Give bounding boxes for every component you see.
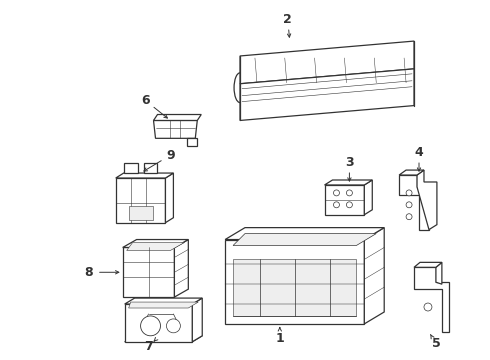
Text: 7: 7 <box>144 340 153 353</box>
Polygon shape <box>124 298 202 304</box>
Polygon shape <box>414 267 449 332</box>
Polygon shape <box>124 304 192 342</box>
Polygon shape <box>153 114 201 121</box>
Polygon shape <box>324 185 365 215</box>
Circle shape <box>334 190 340 196</box>
Polygon shape <box>153 121 197 138</box>
Polygon shape <box>365 228 384 324</box>
Polygon shape <box>116 178 166 223</box>
Polygon shape <box>240 41 414 84</box>
Polygon shape <box>122 247 174 297</box>
Polygon shape <box>129 302 198 308</box>
Circle shape <box>346 190 352 196</box>
Circle shape <box>334 202 340 208</box>
Text: 4: 4 <box>415 146 423 159</box>
Text: 8: 8 <box>85 266 93 279</box>
Polygon shape <box>233 234 376 246</box>
Text: 5: 5 <box>432 337 441 350</box>
Polygon shape <box>192 298 202 342</box>
Polygon shape <box>144 163 157 173</box>
Polygon shape <box>174 239 188 297</box>
Polygon shape <box>225 228 384 239</box>
Text: 9: 9 <box>166 149 175 162</box>
Polygon shape <box>436 262 442 284</box>
Circle shape <box>167 319 180 333</box>
Polygon shape <box>166 173 173 223</box>
Text: 6: 6 <box>141 94 150 107</box>
Circle shape <box>406 202 412 208</box>
Polygon shape <box>233 260 356 316</box>
Polygon shape <box>240 69 414 121</box>
Polygon shape <box>187 138 197 146</box>
Polygon shape <box>365 180 372 215</box>
Text: 2: 2 <box>283 13 292 26</box>
Circle shape <box>424 303 432 311</box>
Text: 3: 3 <box>345 156 354 168</box>
Text: 1: 1 <box>275 332 284 345</box>
Circle shape <box>141 316 161 336</box>
Circle shape <box>406 190 412 196</box>
Polygon shape <box>123 163 138 173</box>
Polygon shape <box>417 170 437 230</box>
Polygon shape <box>129 206 152 220</box>
Polygon shape <box>399 170 424 175</box>
Polygon shape <box>399 175 429 230</box>
Circle shape <box>406 214 412 220</box>
Polygon shape <box>116 173 173 178</box>
Polygon shape <box>127 243 184 251</box>
Polygon shape <box>225 239 365 324</box>
Polygon shape <box>414 262 442 267</box>
Circle shape <box>346 202 352 208</box>
Polygon shape <box>324 180 372 185</box>
Polygon shape <box>122 239 188 247</box>
Polygon shape <box>124 336 202 342</box>
